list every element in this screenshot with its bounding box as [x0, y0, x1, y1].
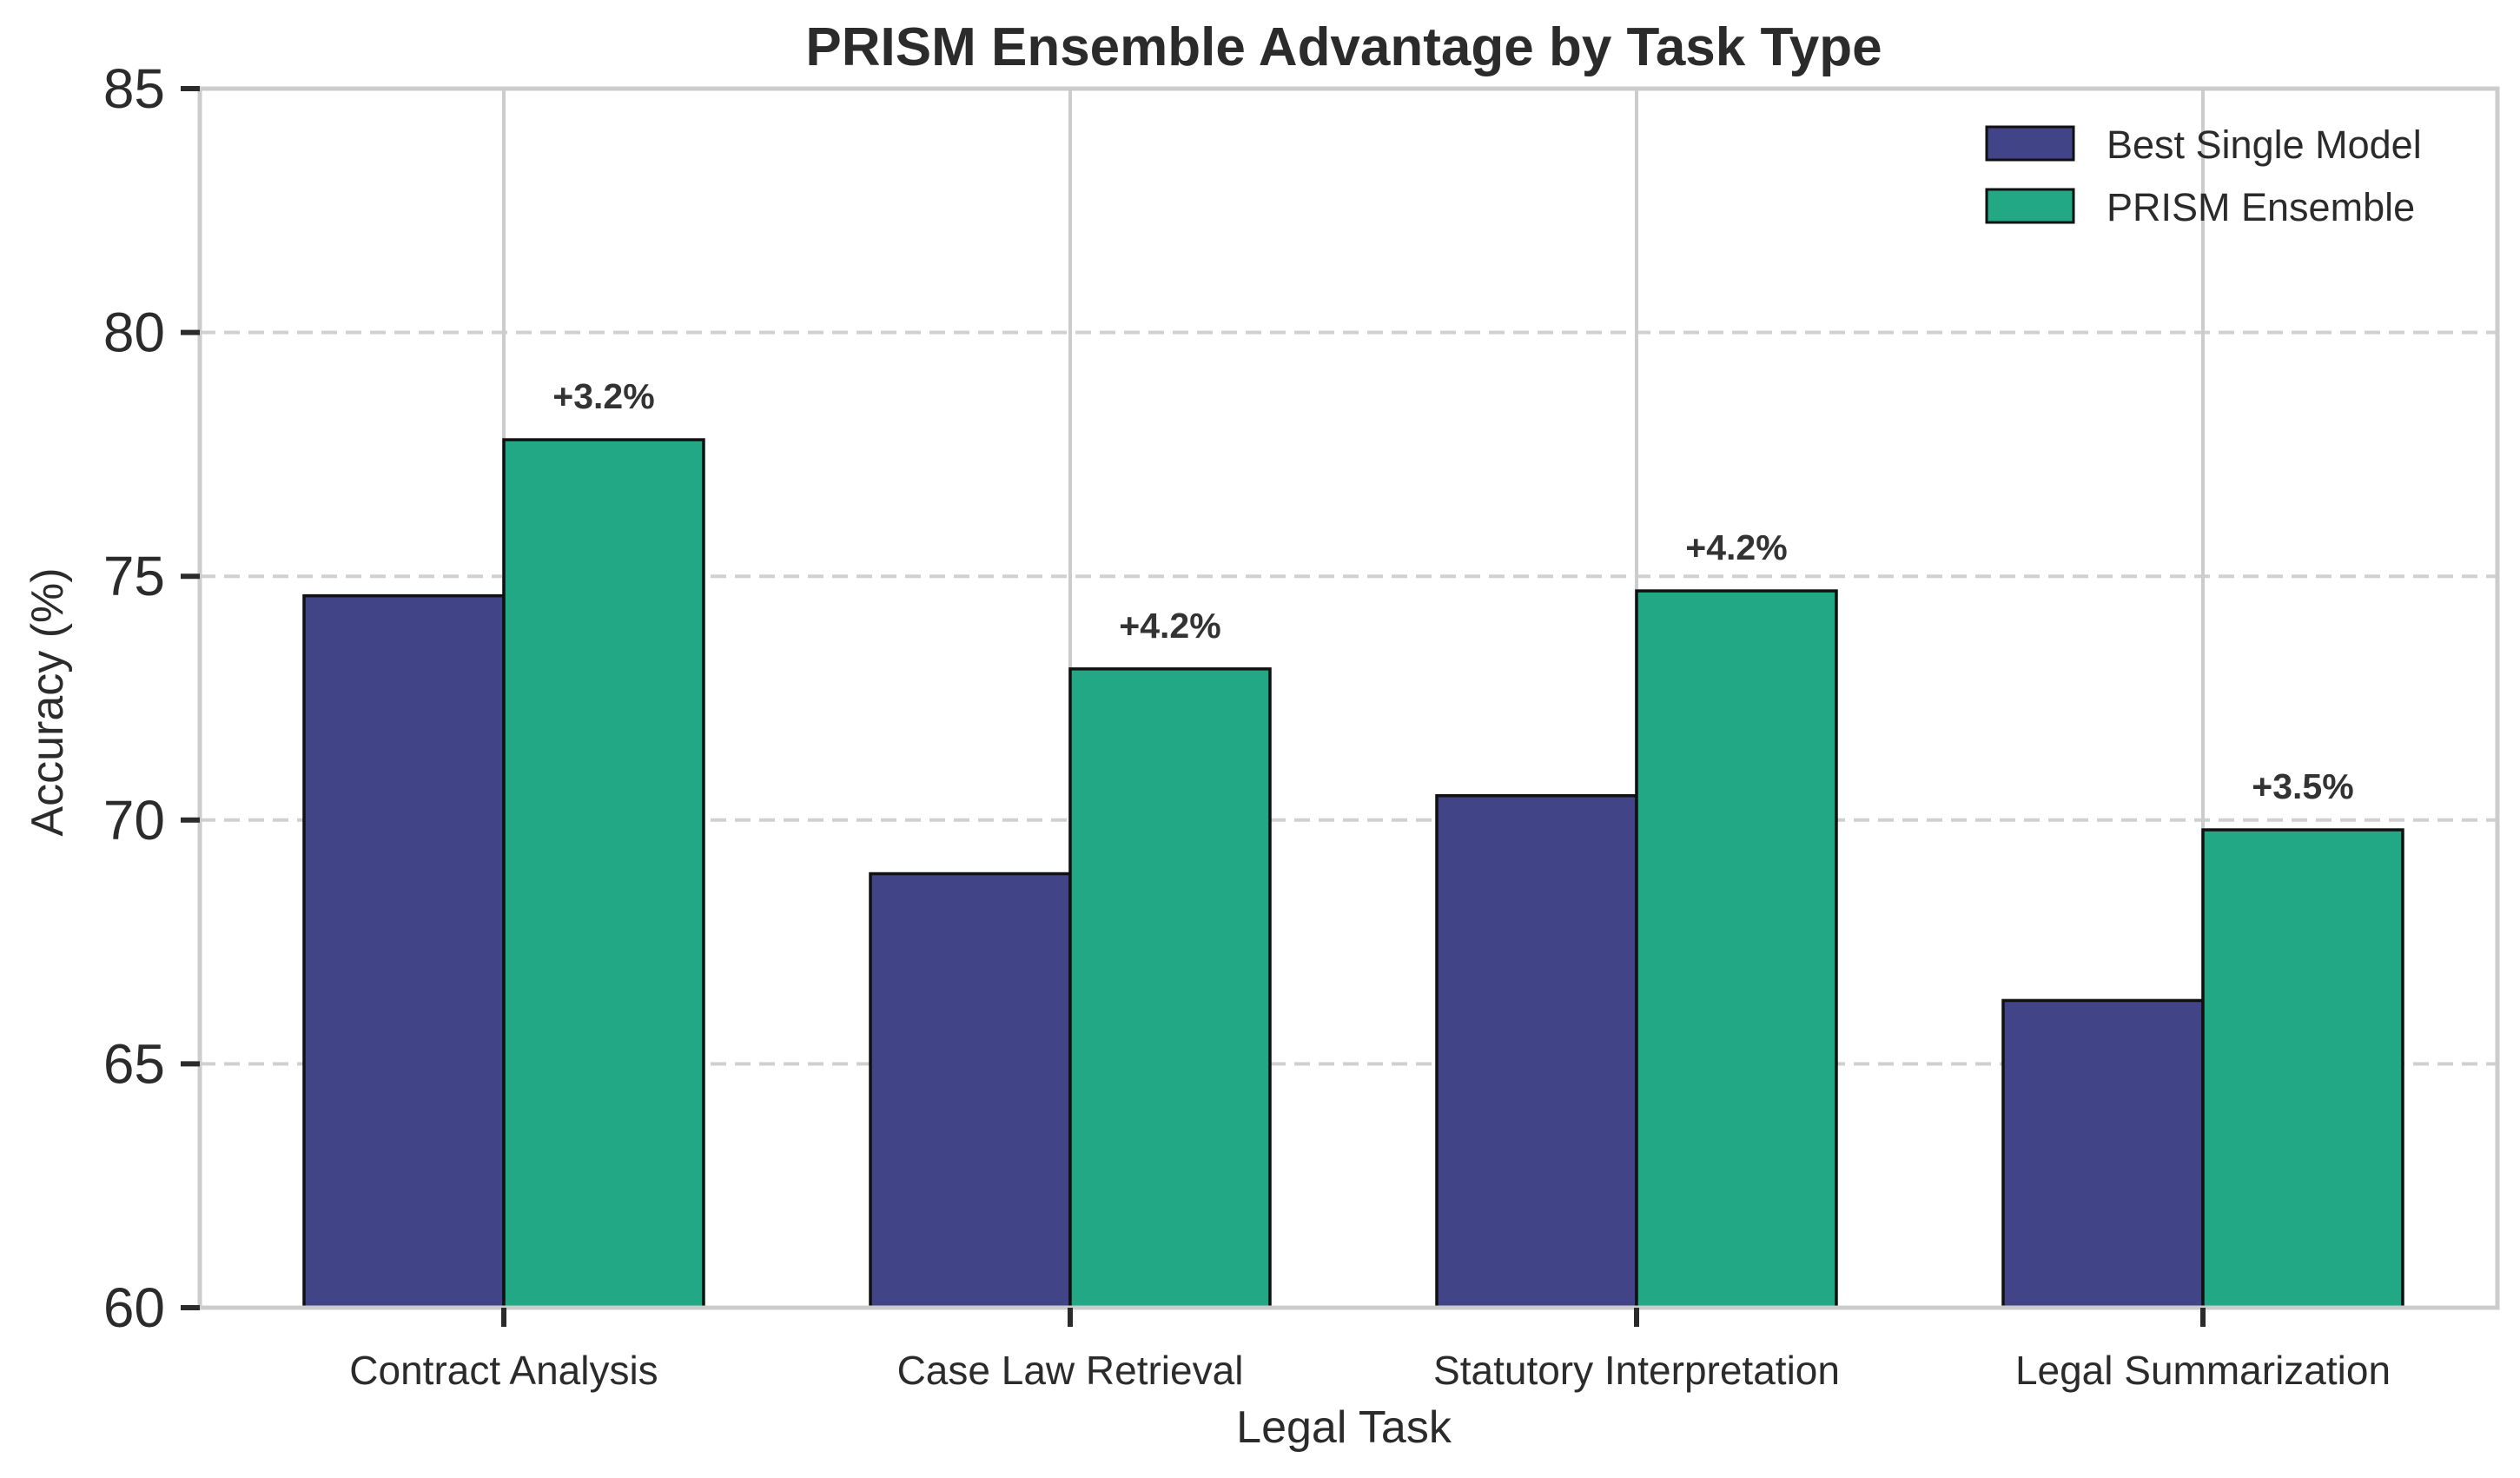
improvement-label: +3.5% [2252, 766, 2353, 806]
bar-best-single-model [2001, 998, 2205, 1309]
y-tick-label: 70 [103, 789, 165, 852]
improvement-label: +3.2% [552, 376, 654, 416]
bar-prism-ensemble [1635, 589, 1838, 1309]
legend-label-best-single-model: Best Single Model [2107, 123, 2422, 167]
x-axis-label: Legal Task [1236, 1402, 1452, 1453]
axes [181, 86, 2500, 1327]
legend: Best Single Model PRISM Ensemble [1985, 123, 2422, 229]
y-tick-label: 60 [103, 1276, 165, 1339]
chart-title: PRISM Ensemble Advantage by Task Type [805, 17, 1882, 77]
legend-label-prism-ensemble: PRISM Ensemble [2107, 185, 2415, 229]
legend-swatch-prism-ensemble [1985, 188, 2075, 224]
plot-frame [197, 86, 2500, 1310]
bar-prism-ensemble [1068, 667, 1272, 1309]
y-tick-label: 65 [103, 1032, 165, 1095]
y-tick-label: 75 [103, 545, 165, 607]
bar-best-single-model [1435, 793, 1638, 1309]
x-tick-label: Legal Summarization [2015, 1348, 2391, 1393]
y-tick-label: 80 [103, 302, 165, 364]
x-tick-label: Contract Analysis [349, 1348, 658, 1393]
improvement-label: +4.2% [1119, 606, 1220, 646]
improvement-label: +4.2% [1685, 527, 1787, 567]
y-tick-label: 85 [103, 57, 165, 120]
bars [302, 438, 2404, 1309]
bar-prism-ensemble [502, 438, 705, 1309]
labels: 60 65 70 75 80 85 Contract Analysis Case Law Re… [103, 57, 2391, 1393]
x-tick-label: Statutory Interpretation [1433, 1348, 1840, 1393]
bar-best-single-model [869, 872, 1072, 1309]
y-axis-label: Accuracy (%) [23, 567, 73, 836]
legend-swatch-best-single-model [1985, 125, 2075, 162]
bar-best-single-model [302, 593, 506, 1309]
x-tick-label: Case Law Retrieval [897, 1348, 1244, 1393]
bar-prism-ensemble [2201, 828, 2404, 1309]
